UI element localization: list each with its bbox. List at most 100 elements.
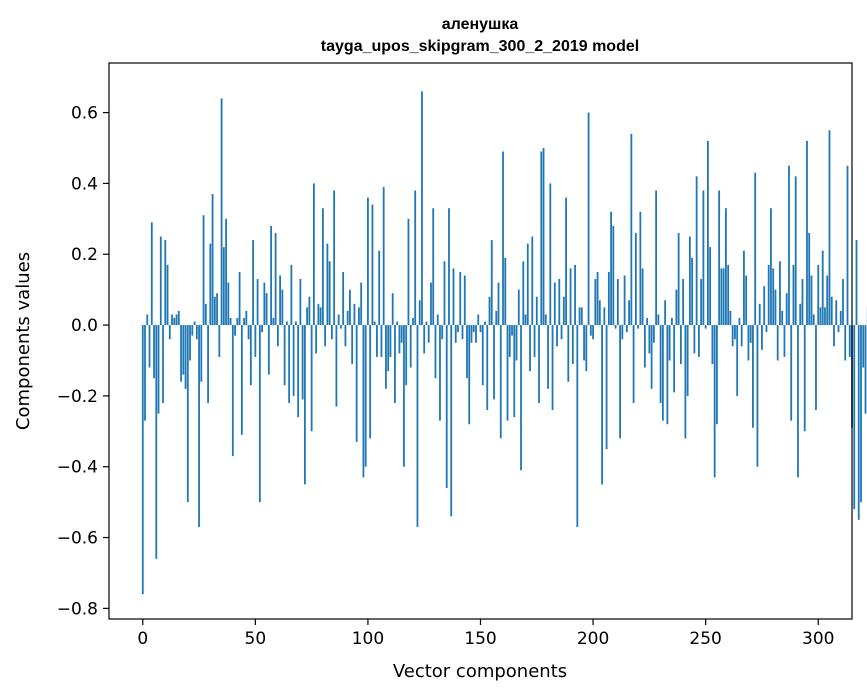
bar <box>488 296 491 326</box>
bar <box>772 268 775 326</box>
bar <box>585 325 588 372</box>
bar <box>292 325 295 396</box>
bar <box>855 240 858 326</box>
bar <box>409 325 412 368</box>
bar <box>267 325 270 375</box>
bar <box>202 215 205 326</box>
y-axis-label: Components values <box>13 252 34 430</box>
bar <box>540 151 543 326</box>
bar <box>538 325 540 403</box>
bar <box>159 236 162 326</box>
bar <box>542 147 545 326</box>
x-tick-label: 150 <box>464 629 496 649</box>
bar <box>285 321 288 326</box>
x-tick-label: 0 <box>137 629 148 649</box>
bar <box>670 317 673 326</box>
bar <box>353 303 356 326</box>
y-tick-label: −0.8 <box>57 599 98 619</box>
bar <box>709 247 712 326</box>
bar <box>486 325 489 411</box>
bar <box>747 325 750 361</box>
bar <box>216 293 218 326</box>
bar <box>734 325 736 340</box>
bar <box>718 190 721 326</box>
bar <box>815 325 817 411</box>
bar <box>641 268 644 326</box>
bar <box>673 325 676 393</box>
bar <box>693 325 696 354</box>
bar <box>459 271 462 326</box>
bar <box>394 325 396 403</box>
bar <box>153 325 155 379</box>
bar <box>445 325 448 488</box>
bar <box>763 286 766 326</box>
bar <box>688 236 691 326</box>
bar <box>371 204 374 326</box>
bar <box>756 325 759 467</box>
bar <box>785 293 788 326</box>
bar <box>679 325 682 365</box>
bar <box>416 325 419 527</box>
bar <box>725 208 727 326</box>
bar <box>141 325 144 595</box>
bar <box>502 151 504 326</box>
bar <box>306 307 309 326</box>
bar <box>565 197 567 326</box>
bar <box>646 317 649 326</box>
bar <box>477 314 480 326</box>
bar <box>828 130 831 326</box>
bar <box>790 325 793 421</box>
bar <box>229 317 232 326</box>
bar <box>799 303 802 326</box>
bar <box>637 325 640 329</box>
bar <box>144 325 146 421</box>
bar <box>400 325 403 343</box>
x-axis-label: Vector components <box>393 661 567 682</box>
bar <box>405 325 408 386</box>
bar <box>443 261 446 326</box>
bar <box>761 325 763 350</box>
bar <box>468 325 471 425</box>
bar <box>220 98 223 326</box>
y-tick-label: 0.6 <box>71 104 98 124</box>
bar <box>463 275 466 326</box>
bar <box>535 296 538 326</box>
bar <box>592 325 594 340</box>
bar <box>234 325 236 336</box>
bar <box>479 325 482 333</box>
bar <box>265 293 268 326</box>
bar <box>407 218 410 326</box>
bar <box>247 325 250 340</box>
bar <box>650 325 653 389</box>
bar <box>337 314 340 326</box>
bar <box>628 300 630 326</box>
bar <box>166 264 169 326</box>
bar <box>281 289 284 326</box>
bar <box>184 325 187 389</box>
bar <box>452 268 455 326</box>
bar <box>213 296 216 326</box>
bar <box>294 321 297 326</box>
chart-subtitle: tayga_upos_skipgram_300_2_2019 model <box>321 38 639 55</box>
bar <box>164 240 167 326</box>
bar <box>713 325 716 478</box>
bar <box>461 325 464 340</box>
bar <box>299 279 302 326</box>
bar <box>328 261 331 326</box>
bar <box>200 325 203 382</box>
bar <box>434 325 437 379</box>
bar <box>569 268 572 326</box>
bar <box>321 208 324 326</box>
bar <box>466 325 468 379</box>
bar <box>403 325 405 467</box>
bar <box>236 317 239 326</box>
bar <box>301 325 304 400</box>
bar <box>549 183 552 326</box>
bar <box>774 289 777 326</box>
bar <box>333 190 336 326</box>
bar <box>731 325 734 347</box>
bar <box>398 325 401 354</box>
bar <box>643 325 646 368</box>
bar <box>819 307 822 326</box>
x-tick-label: 50 <box>245 629 267 649</box>
